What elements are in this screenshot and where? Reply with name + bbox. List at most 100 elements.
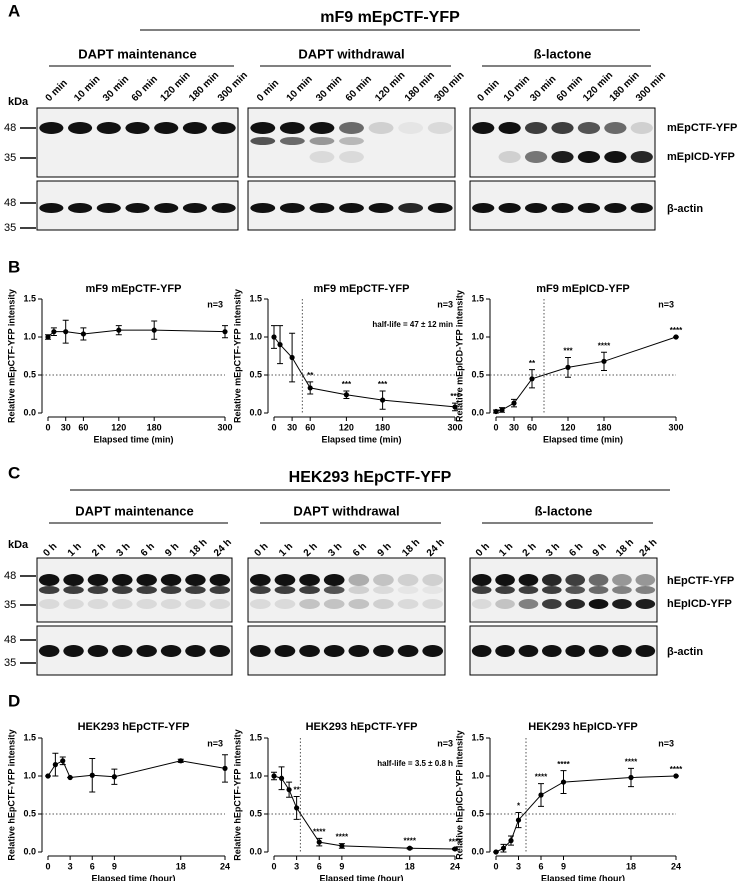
band bbox=[422, 599, 444, 609]
band bbox=[125, 122, 150, 134]
x-axis-label: Elapsed time (min) bbox=[93, 434, 173, 444]
chart-title: HEK293 hEpCTF-YFP bbox=[78, 721, 190, 733]
data-point bbox=[116, 327, 122, 333]
band-label: mEpICD-YFP bbox=[667, 151, 735, 163]
band bbox=[154, 203, 179, 213]
data-point bbox=[673, 773, 679, 779]
x-tick-label: 0 bbox=[271, 861, 276, 871]
kda-label: kDa bbox=[8, 96, 29, 108]
band bbox=[541, 645, 562, 657]
y-tick-label: 0.5 bbox=[23, 369, 36, 379]
lane-label: 24 h bbox=[638, 537, 660, 559]
band bbox=[185, 645, 206, 657]
band bbox=[472, 122, 495, 134]
data-point bbox=[222, 329, 228, 335]
band bbox=[524, 151, 548, 163]
band bbox=[209, 586, 231, 594]
y-axis-label: Relative mEpICD-YFP intensity bbox=[454, 290, 464, 422]
kda-marker: 35 bbox=[4, 222, 16, 234]
band bbox=[348, 599, 370, 609]
y-tick-label: 1.5 bbox=[23, 732, 36, 742]
band bbox=[612, 599, 632, 609]
band bbox=[427, 122, 453, 134]
band bbox=[274, 645, 296, 657]
data-point bbox=[278, 775, 285, 781]
band bbox=[160, 586, 182, 594]
x-tick-label: 180 bbox=[147, 422, 162, 432]
lane-label: 300 min bbox=[432, 70, 466, 104]
x-tick-label: 24 bbox=[671, 861, 681, 871]
lane-label: 60 min bbox=[555, 74, 585, 104]
data-point bbox=[339, 843, 345, 849]
band bbox=[249, 574, 271, 586]
band bbox=[339, 151, 364, 163]
x-tick-label: 24 bbox=[220, 861, 230, 871]
band bbox=[518, 599, 539, 609]
band bbox=[373, 599, 394, 609]
band bbox=[112, 645, 133, 657]
lane-label: 1 h bbox=[497, 541, 515, 559]
band bbox=[125, 203, 150, 213]
band bbox=[541, 574, 562, 586]
chart-title: HEK293 hEpCTF-YFP bbox=[306, 721, 418, 733]
y-tick-label: 1.5 bbox=[249, 732, 262, 742]
band bbox=[299, 574, 320, 586]
band bbox=[397, 645, 419, 657]
blot-title: mF9 mEpCTF-YFP bbox=[320, 9, 460, 26]
band bbox=[588, 586, 609, 594]
n-label: n=3 bbox=[658, 738, 674, 748]
blot-box bbox=[36, 107, 239, 178]
band bbox=[309, 137, 335, 145]
x-tick-label: 18 bbox=[176, 861, 186, 871]
band bbox=[471, 599, 492, 609]
band bbox=[588, 574, 609, 586]
band bbox=[279, 203, 305, 213]
panel-label: D bbox=[8, 691, 20, 710]
x-tick-label: 60 bbox=[527, 422, 537, 432]
y-axis-label: Relative mEpCTF-YFP intensity bbox=[232, 289, 242, 423]
data-point bbox=[316, 839, 322, 845]
x-tick-label: 9 bbox=[339, 861, 344, 871]
significance-label: ** bbox=[307, 371, 314, 380]
data-point bbox=[493, 408, 499, 415]
chart-title: mF9 mEpCTF-YFP bbox=[314, 283, 410, 295]
band bbox=[471, 574, 492, 586]
data-line bbox=[495, 336, 677, 412]
data-point bbox=[286, 787, 292, 793]
lane-label: 18 h bbox=[614, 537, 636, 559]
band bbox=[339, 203, 364, 213]
band bbox=[612, 574, 632, 586]
band bbox=[635, 574, 656, 586]
x-tick-label: 0 bbox=[271, 422, 276, 432]
band bbox=[577, 203, 601, 213]
band bbox=[422, 645, 444, 657]
x-tick-label: 300 bbox=[668, 422, 683, 432]
data-point bbox=[560, 779, 567, 785]
band bbox=[495, 574, 515, 586]
group-label: ß-lactone bbox=[534, 46, 592, 61]
data-point bbox=[45, 773, 51, 779]
significance-label: **** bbox=[313, 827, 326, 836]
band bbox=[68, 203, 93, 213]
band bbox=[249, 599, 271, 609]
band bbox=[136, 574, 157, 586]
x-tick-label: 3 bbox=[68, 861, 73, 871]
band bbox=[249, 645, 271, 657]
significance-label: *** bbox=[450, 392, 460, 401]
x-tick-label: 18 bbox=[626, 861, 636, 871]
data-point bbox=[601, 358, 607, 364]
y-tick-label: 1.5 bbox=[249, 293, 262, 303]
group-label: DAPT withdrawal bbox=[293, 503, 399, 518]
band bbox=[309, 203, 335, 213]
band bbox=[249, 586, 271, 594]
lane-label: 300 min bbox=[634, 70, 668, 104]
x-tick-label: 9 bbox=[112, 861, 117, 871]
band bbox=[209, 645, 231, 657]
y-tick-label: 1.5 bbox=[471, 293, 484, 303]
lane-label: 24 h bbox=[212, 537, 234, 559]
band bbox=[39, 203, 64, 213]
data-point bbox=[52, 762, 58, 768]
lane-label: 0 min bbox=[44, 78, 70, 104]
x-tick-label: 0 bbox=[45, 422, 50, 432]
band bbox=[38, 586, 60, 594]
